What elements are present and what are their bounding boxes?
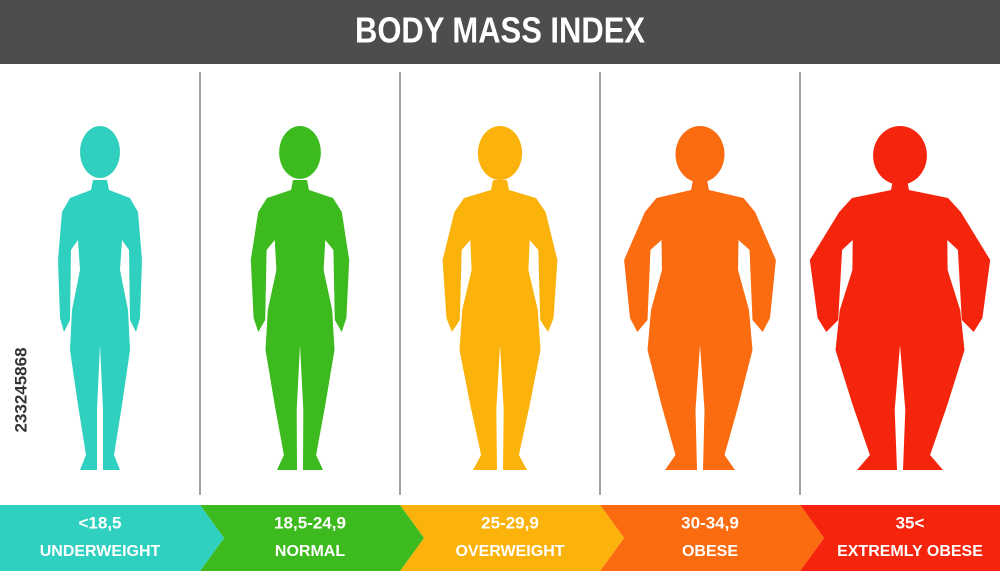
figure-body: [250, 180, 350, 470]
bmi-range: 25-29,9: [481, 513, 539, 532]
category-band: [800, 505, 1000, 571]
watermark-id: 233245868: [11, 347, 30, 432]
bmi-label: OBESE: [682, 543, 738, 560]
bmi-range: 30-34,9: [681, 513, 739, 532]
bmi-range: 35<: [896, 513, 925, 532]
bmi-label: NORMAL: [275, 543, 345, 560]
figure-head: [675, 126, 725, 183]
figure-head: [80, 126, 120, 178]
figure-body: [58, 180, 142, 470]
title: BODY MASS INDEX: [355, 10, 645, 51]
figure-body: [809, 180, 991, 470]
category-band: [600, 505, 824, 571]
bmi-range: 18,5-24,9: [274, 513, 346, 532]
category-band: [400, 505, 624, 571]
bmi-label: OVERWEIGHT: [455, 543, 564, 560]
header-bar: [0, 0, 1000, 64]
category-band: [200, 505, 424, 571]
category-band: [0, 505, 224, 571]
figure-head: [477, 126, 523, 181]
figure-body: [624, 180, 776, 470]
figure-head: [279, 126, 321, 179]
bmi-range: <18,5: [78, 513, 121, 532]
bmi-label: EXTREMLY OBESE: [837, 543, 983, 560]
bmi-label: UNDERWEIGHT: [40, 543, 161, 560]
figure-head: [873, 126, 927, 185]
figure-body: [442, 180, 558, 470]
